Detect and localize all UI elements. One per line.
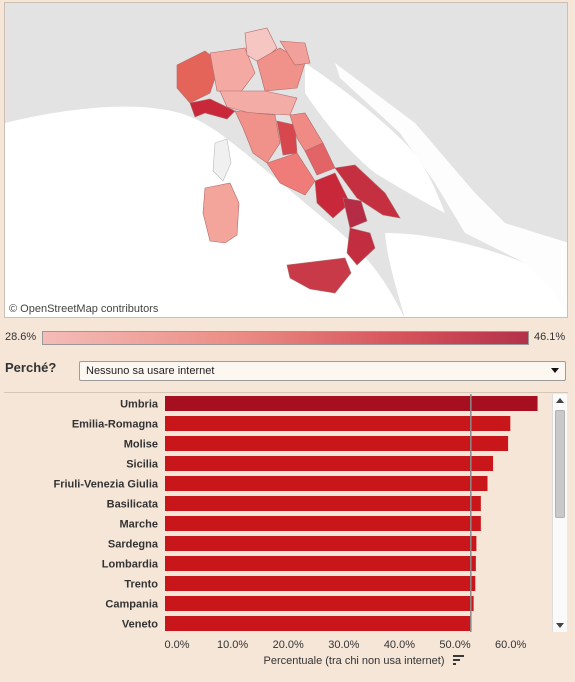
legend-max-label: 46.1% <box>534 331 566 343</box>
scroll-up-icon[interactable] <box>556 398 564 403</box>
sort-icon[interactable] <box>453 655 465 665</box>
category-label: Basilicata <box>107 499 159 511</box>
x-axis-label: Percentuale (tra chi non usa internet) <box>264 655 445 667</box>
x-tick-label: 10.0% <box>217 639 248 651</box>
sardinia-region <box>202 182 240 244</box>
category-label: Sicilia <box>126 459 159 471</box>
bar[interactable] <box>165 436 509 451</box>
bar[interactable] <box>165 596 474 611</box>
friuli-region <box>279 40 311 66</box>
map-graphic <box>5 3 567 317</box>
category-label: Lombardia <box>102 559 159 571</box>
sicilia-region <box>286 257 352 294</box>
bar[interactable] <box>165 476 488 491</box>
adriatic-east <box>335 63 567 317</box>
bar-chart: Umbria Emilia-Romagna Molise Sicilia Friuli-… <box>53 394 538 667</box>
filter-label: Perché? <box>5 360 57 375</box>
calabria-region <box>346 227 376 266</box>
legend-min-label: 28.6% <box>5 331 37 343</box>
bar[interactable] <box>165 536 477 551</box>
category-label: Trento <box>124 579 158 591</box>
reason-dropdown-value: Nessuno sa usare internet <box>86 365 215 377</box>
campania-region <box>314 172 351 219</box>
x-tick-label: 30.0% <box>328 639 359 651</box>
category-label: Emilia-Romagna <box>72 419 159 431</box>
bar[interactable] <box>165 496 481 511</box>
category-label: Umbria <box>120 399 159 411</box>
bar[interactable] <box>165 456 494 471</box>
bar[interactable] <box>165 556 476 571</box>
region-map[interactable]: © OpenStreetMap contributors <box>4 2 568 318</box>
puglia-region <box>334 164 401 219</box>
bar[interactable] <box>165 616 471 631</box>
x-tick-label: 20.0% <box>273 639 304 651</box>
x-tick-label: 60.0% <box>495 639 526 651</box>
liguria-region <box>189 98 236 120</box>
category-label: Molise <box>124 439 158 451</box>
map-credit[interactable]: © OpenStreetMap contributors <box>9 303 159 315</box>
category-label: Veneto <box>122 619 158 631</box>
adriatic-sea <box>305 63 445 213</box>
reason-dropdown[interactable]: Nessuno sa usare internet <box>79 361 566 381</box>
basilicata-region <box>342 197 368 229</box>
x-tick-label: 40.0% <box>384 639 415 651</box>
category-label: Sardegna <box>108 539 159 551</box>
corsica <box>212 138 232 182</box>
category-label: Marche <box>119 519 158 531</box>
section-divider <box>4 392 568 393</box>
category-label: Campania <box>105 599 158 611</box>
color-legend-bar <box>42 331 529 345</box>
north-west-region <box>176 50 221 104</box>
chart-scrollbar[interactable] <box>552 394 567 632</box>
x-tick-label: 50.0% <box>439 639 470 651</box>
x-tick-label: 0.0% <box>164 639 189 651</box>
category-label: Friuli-Venezia Giulia <box>53 479 158 491</box>
lombardia-region <box>209 47 256 94</box>
chevron-down-icon[interactable] <box>551 368 559 373</box>
scroll-down-icon[interactable] <box>556 623 564 628</box>
bar[interactable] <box>165 396 538 411</box>
ionian-sea <box>385 233 567 317</box>
bar[interactable] <box>165 416 511 431</box>
bar[interactable] <box>165 516 481 531</box>
lazio-region <box>266 152 316 196</box>
bar[interactable] <box>165 576 476 591</box>
scroll-thumb[interactable] <box>555 410 565 518</box>
